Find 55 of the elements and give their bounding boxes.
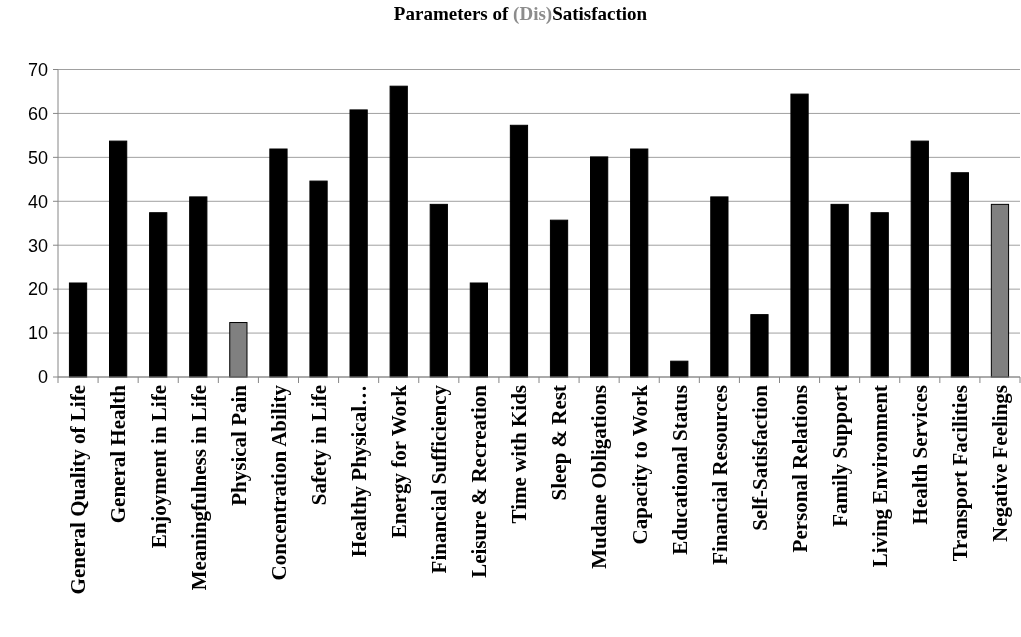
x-tick-label: General Health	[106, 384, 131, 524]
x-tick-label: Healthy Physical…	[346, 385, 371, 558]
bar	[670, 360, 689, 378]
x-tick-label: Time with Kids	[507, 385, 532, 524]
bar	[910, 140, 929, 378]
bar	[590, 156, 609, 378]
x-tick-label: Leisure & Recreation	[467, 384, 492, 578]
x-tick-label: Safety in Life	[306, 385, 331, 506]
bar	[269, 148, 288, 378]
x-tick-label: Physical Pain	[226, 384, 251, 506]
x-tick-label: Educational Status	[667, 385, 692, 555]
x-tick-label: Capacity to Work	[627, 384, 652, 545]
bar	[189, 196, 208, 378]
x-tick-label: Living Environment	[868, 385, 893, 568]
bar	[950, 172, 969, 378]
bar	[349, 109, 368, 378]
x-tick-label: Health Services	[908, 385, 933, 525]
y-tick-label: 50	[27, 147, 48, 168]
x-tick-label: General Quality of Life	[66, 385, 91, 595]
bar	[149, 212, 168, 378]
bar	[309, 180, 328, 378]
bar	[790, 93, 809, 378]
bar	[750, 314, 769, 378]
x-tick-label: Energy for Work	[387, 384, 412, 539]
bar	[710, 196, 729, 378]
y-tick-label: 30	[27, 235, 48, 256]
x-tick-label: Financial Sufficiency	[427, 384, 452, 574]
x-tick-label: Enjoyment in Life	[146, 385, 171, 549]
y-tick-label: 40	[27, 191, 48, 212]
y-tick-label: 10	[27, 323, 48, 344]
bar	[549, 219, 569, 378]
y-tick-label: 20	[27, 279, 48, 300]
bar	[870, 212, 889, 378]
y-tick-label: 70	[27, 59, 48, 80]
x-tick-label: Financial Resources	[707, 385, 732, 565]
chart-title: Parameters of (Dis)Satisfaction	[393, 3, 648, 25]
x-tick-label: Personal Relations	[787, 385, 812, 553]
y-tick-label: 0	[37, 367, 48, 388]
bar	[469, 282, 488, 378]
x-tick-label: Negative Feelings	[988, 385, 1013, 542]
x-tick-label: Concentration Ability	[266, 384, 291, 581]
y-tick-label: 60	[27, 103, 48, 124]
bar	[630, 148, 649, 378]
x-tick-label: Meaningfulness in Life	[186, 385, 211, 591]
x-tick-label: Mudane Obligations	[587, 385, 612, 569]
bar	[429, 203, 448, 378]
x-tick-label: Transport Facilities	[948, 385, 973, 562]
x-tick-label: Self-Satisfaction	[747, 384, 772, 531]
bar	[68, 282, 88, 378]
x-tick-label: Sleep & Rest	[547, 385, 572, 501]
x-tick-label: Family Support	[827, 385, 852, 527]
bar	[509, 124, 529, 378]
bar	[830, 203, 849, 378]
bar	[389, 85, 408, 378]
bar	[109, 140, 128, 378]
